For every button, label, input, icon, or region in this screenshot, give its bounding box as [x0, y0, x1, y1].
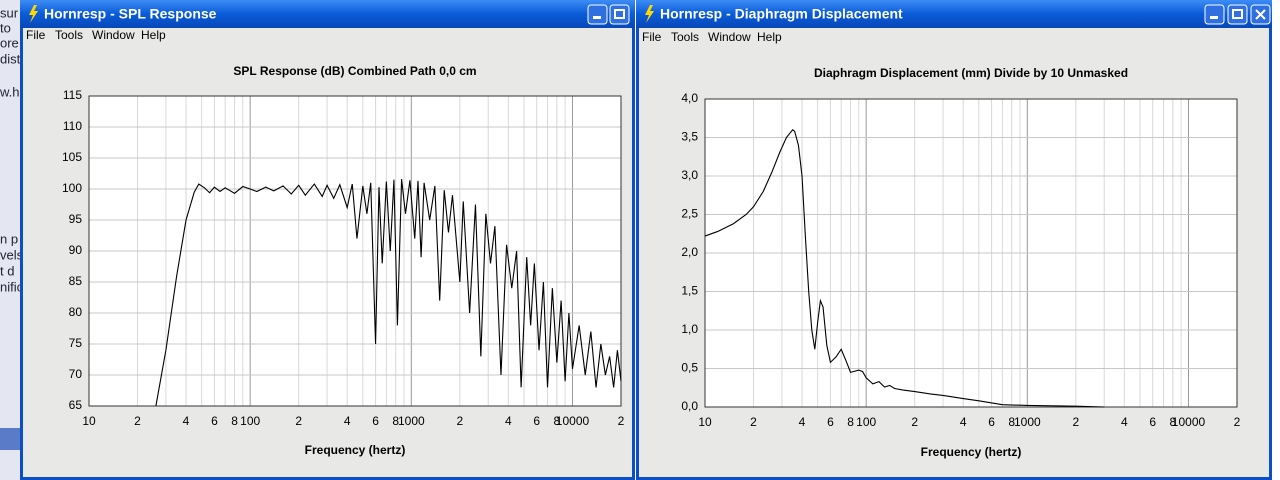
background-text: sur	[0, 5, 19, 20]
plot-border	[88, 95, 622, 407]
y-tick-label: 100	[62, 181, 82, 195]
x-tick-label: 2	[134, 414, 141, 428]
background-text: n p	[0, 231, 18, 246]
y-tick-label: 0,5	[681, 361, 698, 375]
menu-item[interactable]: Window	[92, 28, 135, 42]
minimize-icon	[1210, 16, 1218, 19]
minimize-icon	[593, 16, 601, 19]
x-tick-label: 8	[1008, 415, 1015, 429]
x-tick-label: 10000	[1172, 415, 1206, 429]
menu-item[interactable]: Window	[708, 30, 751, 44]
y-tick-label: 0,0	[681, 399, 698, 413]
y-tick-label: 70	[69, 367, 83, 381]
x-tick-label: 6	[211, 414, 218, 428]
x-tick-label: 10	[698, 415, 712, 429]
y-tick-label: 105	[62, 150, 82, 164]
minimize-button[interactable]	[1204, 4, 1225, 25]
app-icon	[29, 5, 38, 23]
x-tick-label: 8	[847, 415, 854, 429]
plot-border	[704, 98, 1238, 408]
background-text: nific	[0, 279, 24, 294]
y-tick-label: 75	[69, 336, 83, 350]
x-tick-label: 10	[82, 414, 96, 428]
x-tick-label: 2	[750, 415, 757, 429]
background-text: to	[0, 20, 11, 35]
data-line	[155, 179, 622, 407]
x-tick-label: 2	[1072, 415, 1079, 429]
menu-item[interactable]: Help	[141, 28, 166, 42]
x-tick-label: 2	[295, 414, 302, 428]
x-tick-label: 8	[554, 414, 561, 428]
y-tick-label: 80	[69, 305, 83, 319]
window-title: Hornresp - SPL Response	[44, 6, 217, 22]
background-text: ore	[0, 35, 19, 50]
x-tick-label: 8	[1170, 415, 1177, 429]
y-tick-label: 2,0	[681, 245, 698, 259]
window-title: Hornresp - Diaphragm Displacement	[660, 6, 903, 22]
menu-item[interactable]: Tools	[55, 28, 83, 42]
x-tick-label: 10000	[556, 414, 590, 428]
x-tick-label: 6	[1149, 415, 1156, 429]
app-icon	[645, 5, 654, 23]
title-bar	[636, 0, 1272, 28]
x-tick-label: 100	[240, 414, 260, 428]
x-tick-label: 2	[456, 414, 463, 428]
x-tick-label: 100	[856, 415, 876, 429]
y-tick-label: 90	[69, 243, 83, 257]
chart-title: SPL Response (dB) Combined Path 0,0 cm	[233, 64, 476, 78]
background-text: t d	[0, 263, 14, 278]
x-tick-label: 4	[505, 414, 512, 428]
x-axis-label: Frequency (hertz)	[921, 445, 1022, 459]
menu-item[interactable]: File	[26, 28, 46, 42]
y-tick-label: 3,5	[681, 130, 698, 144]
maximize-icon	[614, 9, 625, 19]
maximize-button[interactable]	[1227, 4, 1248, 25]
x-tick-label: 2	[911, 415, 918, 429]
x-tick-label: 1000	[398, 414, 425, 428]
data-line	[704, 129, 1105, 408]
menu-item[interactable]: Help	[757, 30, 782, 44]
y-tick-label: 4,0	[681, 91, 698, 105]
y-tick-label: 1,5	[681, 284, 698, 298]
x-tick-label: 8	[231, 414, 238, 428]
maximize-icon	[1232, 9, 1243, 19]
maximize-button[interactable]	[609, 4, 630, 25]
minimize-button[interactable]	[587, 4, 608, 25]
menu-item[interactable]: File	[642, 30, 662, 44]
y-tick-label: 65	[69, 398, 83, 412]
x-tick-label: 6	[533, 414, 540, 428]
y-tick-label: 115	[63, 88, 82, 102]
x-tick-label: 4	[799, 415, 806, 429]
x-tick-label: 2	[618, 414, 625, 428]
menu-item[interactable]: Tools	[671, 30, 699, 44]
close-icon	[1255, 9, 1266, 20]
background-text: vels	[0, 247, 24, 262]
x-tick-label: 2	[1234, 415, 1241, 429]
x-tick-label: 4	[183, 414, 190, 428]
x-tick-label: 8	[392, 414, 399, 428]
x-tick-label: 6	[827, 415, 834, 429]
x-tick-label: 4	[1121, 415, 1128, 429]
chart-title: Diaphragm Displacement (mm) Divide by 10…	[814, 66, 1128, 80]
x-axis-label: Frequency (hertz)	[305, 443, 406, 457]
y-tick-label: 1,0	[681, 322, 698, 336]
x-tick-label: 4	[344, 414, 351, 428]
y-tick-label: 85	[69, 274, 83, 288]
x-tick-label: 6	[988, 415, 995, 429]
background-text: dist	[0, 51, 21, 66]
x-tick-label: 1000	[1014, 415, 1041, 429]
title-bar	[20, 0, 635, 28]
x-tick-label: 4	[960, 415, 967, 429]
y-tick-label: 110	[63, 119, 82, 133]
background-text: w.hr	[0, 84, 25, 99]
y-tick-label: 3,0	[681, 168, 698, 182]
y-tick-label: 2,5	[681, 207, 698, 221]
x-tick-label: 6	[372, 414, 379, 428]
y-tick-label: 95	[69, 212, 83, 226]
